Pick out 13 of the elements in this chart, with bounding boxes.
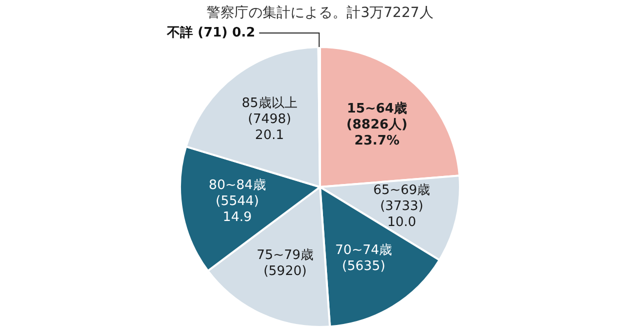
- data-label: (8826人) 23.7%: [346, 118, 408, 149]
- data-label: (5544) 14.9: [216, 194, 259, 225]
- slice-label: 80~84歳: [208, 178, 266, 193]
- slice-label: 65~69歳: [373, 182, 430, 198]
- slice-label: 85歳以上: [242, 96, 298, 112]
- data-label: (7498) 20.1: [248, 112, 292, 144]
- data-label: (5920): [263, 264, 307, 279]
- slice-label: 75~79歳: [256, 248, 314, 263]
- data-label: (3733) 10.0: [380, 198, 424, 230]
- chart-subtitle: 警察庁の集計による。計3万7227人: [206, 4, 434, 22]
- slice-label: 70~74歳: [335, 243, 392, 258]
- slice-label: 15~64歳: [346, 102, 407, 117]
- data-label: (5635): [342, 259, 386, 274]
